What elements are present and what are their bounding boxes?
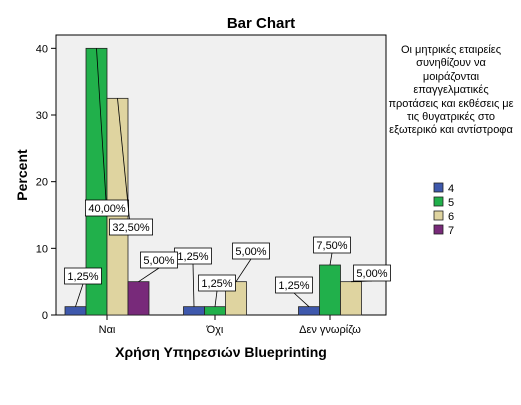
data-label-leader	[214, 290, 218, 307]
data-label: 32,50%	[112, 222, 150, 234]
data-label: 5,00%	[356, 268, 387, 280]
data-label-box	[232, 242, 270, 260]
data-label-box	[313, 236, 351, 254]
data-label: 40,00%	[88, 203, 126, 215]
bar	[298, 306, 320, 316]
x-tick-label: Δεν γνωρίζω	[299, 324, 361, 336]
y-axis-label: Percent	[14, 149, 30, 201]
bar	[183, 306, 205, 316]
legend-swatch	[433, 224, 444, 235]
legend-label: 5	[448, 197, 454, 209]
legend-swatch	[433, 196, 444, 207]
data-label-leader	[329, 252, 333, 266]
data-label: 1,25%	[67, 271, 98, 283]
legend: 4 5 6 7	[433, 182, 454, 237]
data-label: 1,25%	[278, 280, 309, 292]
bar	[319, 264, 341, 316]
data-label-box	[198, 274, 236, 292]
y-tick-label: 0	[42, 310, 48, 322]
data-label-box	[140, 251, 178, 269]
data-label-box	[109, 218, 154, 236]
x-axis-label: Χρήση Υπηρεσιών Blueprinting	[115, 344, 327, 360]
bar	[340, 281, 362, 316]
y-tick-label: 40	[36, 43, 48, 55]
bar	[204, 306, 226, 316]
legend-label: 4	[448, 183, 454, 195]
data-label-box	[64, 267, 102, 285]
legend-label: 6	[448, 211, 454, 223]
data-label-box	[353, 264, 391, 282]
x-axis-ticks: Ναι Όχι Δεν γνωρίζω	[99, 315, 361, 336]
bar	[127, 281, 150, 316]
data-label-leader	[138, 267, 160, 282]
y-axis-ticks: 0 10 20 30 40	[36, 43, 56, 322]
chart-title: Bar Chart	[227, 15, 295, 32]
data-label: 5,00%	[143, 255, 174, 267]
x-tick-label: Όχι	[206, 324, 224, 336]
data-label: 1,25%	[177, 251, 208, 263]
y-tick-label: 10	[36, 243, 48, 255]
legend-swatch	[433, 210, 444, 221]
data-label-leader	[117, 98, 132, 236]
legend-swatch	[433, 182, 444, 193]
x-tick-label: Ναι	[99, 324, 116, 336]
data-label: 7,50%	[316, 240, 347, 252]
legend-label: 7	[448, 225, 454, 237]
data-labels: 1,25% 1,25% 1,25% 40,00% 1,25% 7,50% 32,50% 5,0…	[64, 48, 391, 307]
data-label-leader	[293, 292, 310, 307]
data-label-leader	[75, 283, 84, 307]
bar	[64, 306, 87, 316]
data-label-box	[275, 276, 313, 294]
data-label-leader	[96, 48, 108, 217]
data-label: 1,25%	[201, 278, 232, 290]
legend-title: Οι μητρικές εταιρείες συνηθίζουν να μοιρ…	[388, 44, 514, 137]
y-tick-label: 20	[36, 177, 48, 189]
data-label-leader	[192, 263, 195, 307]
data-label: 5,00%	[235, 246, 266, 258]
y-tick-label: 30	[36, 110, 48, 122]
data-label-leader	[235, 258, 252, 282]
